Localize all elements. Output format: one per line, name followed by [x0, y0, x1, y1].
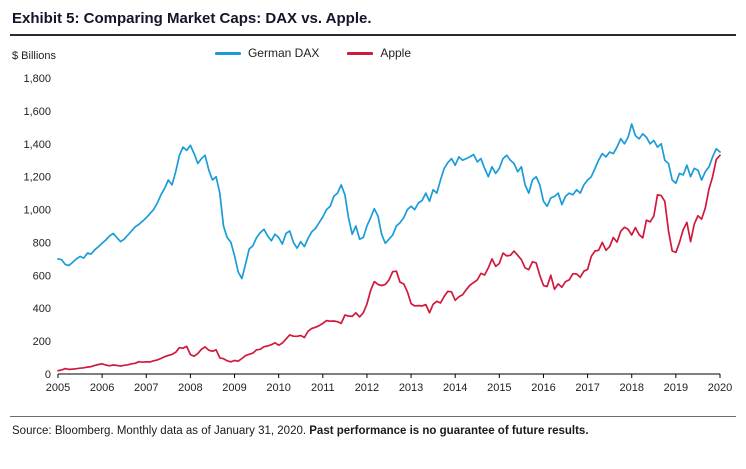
legend-item-dax: German DAX	[214, 46, 320, 60]
legend-label-apple: Apple	[380, 46, 412, 60]
x-axis-tick-label: 2015	[487, 382, 511, 394]
legend-swatch-apple	[347, 51, 374, 55]
y-axis-tick-label: 1,800	[23, 73, 51, 85]
chart-legend: German DAX Apple	[10, 46, 616, 60]
y-axis-tick-label: 0	[45, 369, 51, 381]
x-axis-tick-label: 2017	[575, 382, 599, 394]
market-cap-line-chart: 0 200 400 600 800 1,000 1,200 1,400 1,600 1,800 20…	[23, 73, 732, 394]
legend-label-dax: German DAX	[247, 46, 320, 60]
title-divider	[10, 34, 736, 36]
footer-divider	[10, 416, 736, 417]
x-axis-tick-label: 2006	[90, 382, 114, 394]
y-axis-tick-label: 1,400	[23, 139, 51, 151]
x-axis-tick-label: 2010	[266, 382, 290, 394]
x-axis-tick-label: 2005	[46, 382, 70, 394]
source-line: Source: Bloomberg. Monthly data as of Ja…	[10, 417, 736, 437]
y-axis-tick-label: 600	[33, 270, 51, 282]
disclaimer-text: Past performance is no guarantee of futu…	[309, 425, 589, 437]
legend-swatch-dax	[214, 51, 241, 55]
source-text: Source: Bloomberg. Monthly data as of Ja…	[12, 425, 310, 437]
y-axis-unit-label: $ Billions	[12, 50, 57, 62]
y-axis-tick-label: 800	[33, 237, 51, 249]
y-axis-tick-label: 1,000	[23, 205, 51, 217]
x-axis-tick-label: 2011	[311, 382, 335, 394]
series-line-apple	[57, 154, 721, 372]
x-axis-tick-label: 2020	[708, 382, 732, 394]
x-axis-tick-label: 2008	[178, 382, 202, 394]
y-axis-tick-label: 1,600	[23, 106, 51, 118]
chart-header: $ Billions German DAX Apple	[10, 46, 736, 68]
x-axis-tick-label: 2007	[134, 382, 158, 394]
page-title: Exhibit 5: Comparing Market Caps: DAX vs…	[12, 10, 372, 27]
y-axis-tick-label: 1,200	[23, 172, 51, 184]
x-axis-tick-label: 2014	[443, 382, 467, 394]
x-axis-tick-label: 2012	[355, 382, 379, 394]
x-axis-tick-label: 2018	[619, 382, 643, 394]
x-axis-tick-label: 2013	[399, 382, 423, 394]
x-axis-tick-label: 2019	[664, 382, 688, 394]
y-axis-tick-label: 200	[33, 336, 51, 348]
x-axis-tick-label: 2016	[531, 382, 555, 394]
x-axis-tick-label: 2009	[222, 382, 246, 394]
chart-area: 0 200 400 600 800 1,000 1,200 1,400 1,600 1,800 20…	[10, 70, 736, 402]
y-axis-tick-label: 400	[33, 303, 51, 315]
series-line-dax	[57, 123, 721, 280]
legend-item-apple: Apple	[347, 46, 411, 60]
